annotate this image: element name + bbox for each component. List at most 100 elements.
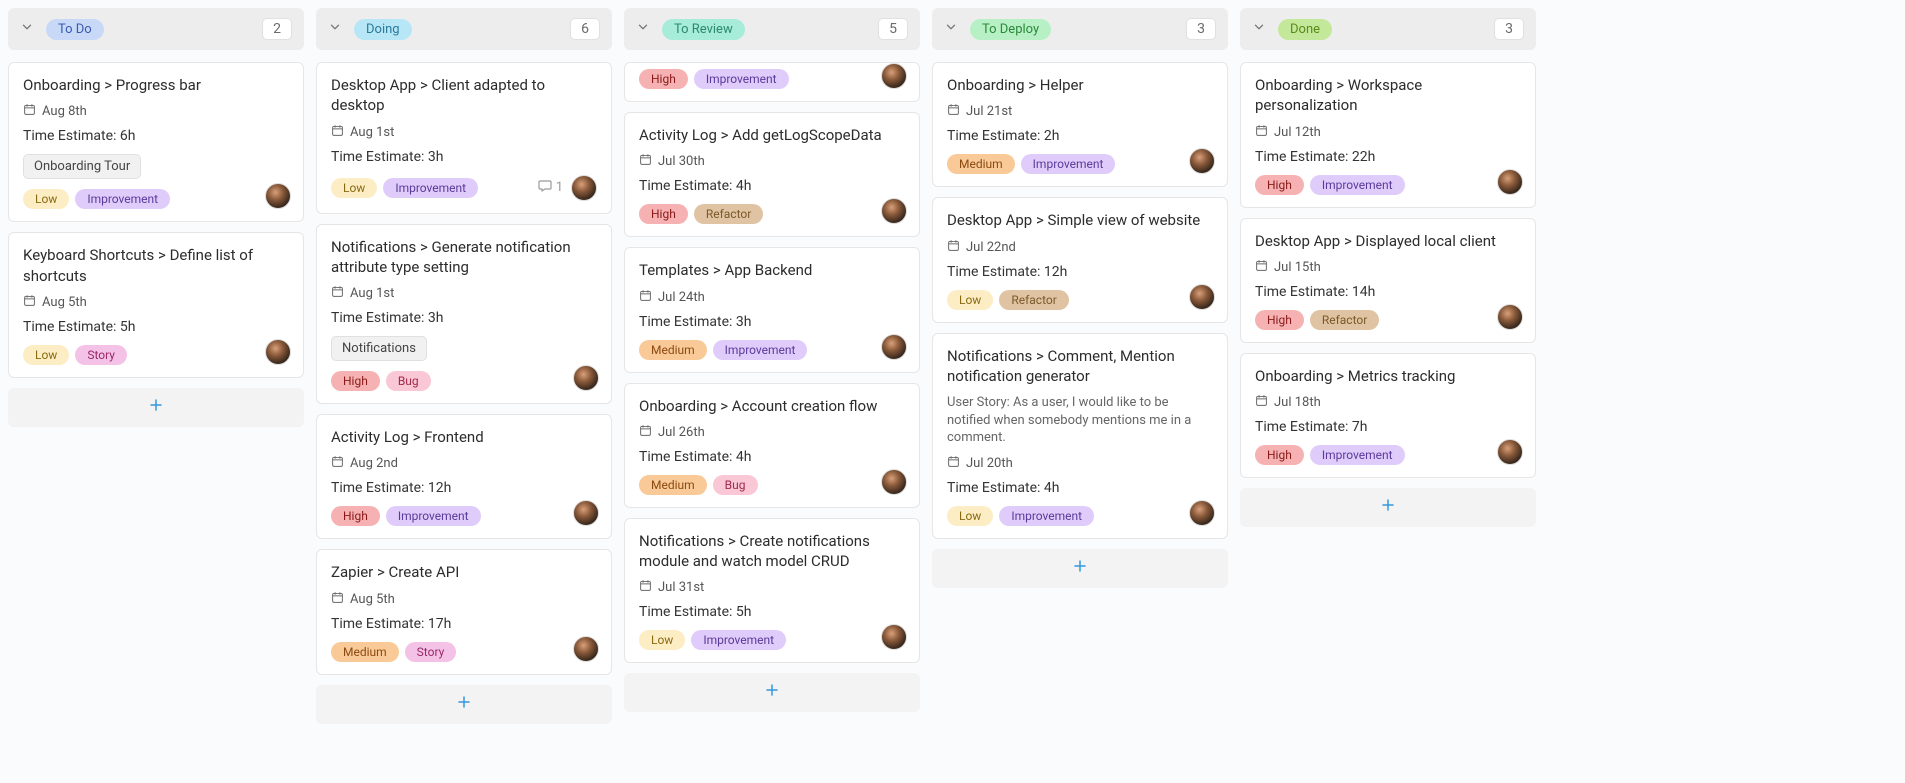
assignee-avatar[interactable] xyxy=(1497,169,1523,195)
column-status-pill[interactable]: To Do xyxy=(46,19,104,40)
subtask-pill[interactable]: Onboarding Tour xyxy=(23,154,141,179)
card[interactable]: Activity Log > Add getLogScopeData Jul 3… xyxy=(624,112,920,237)
card-title: Desktop App > Simple view of website xyxy=(947,210,1213,230)
column-status-pill[interactable]: Done xyxy=(1278,19,1332,40)
tag-high[interactable]: High xyxy=(331,371,380,391)
tag-low[interactable]: Low xyxy=(23,345,69,365)
add-card-button[interactable] xyxy=(316,685,612,724)
card[interactable]: Onboarding > Progress bar Aug 8th Time E… xyxy=(8,62,304,222)
card-date: Aug 8th xyxy=(23,103,289,120)
card[interactable]: Notifications > Comment, Mention notific… xyxy=(932,333,1228,539)
tag-high[interactable]: High xyxy=(1255,445,1304,465)
tag-improvement[interactable]: Improvement xyxy=(1310,445,1405,465)
assignee-avatar[interactable] xyxy=(1189,500,1215,526)
chevron-down-icon[interactable] xyxy=(944,20,958,38)
tag-high[interactable]: High xyxy=(331,506,380,526)
comment-indicator[interactable]: 1 xyxy=(537,178,563,198)
tag-low[interactable]: Low xyxy=(947,506,993,526)
tag-low[interactable]: Low xyxy=(947,290,993,310)
tag-high[interactable]: High xyxy=(639,204,688,224)
assignee-avatar[interactable] xyxy=(1497,304,1523,330)
tag-improvement[interactable]: Improvement xyxy=(75,189,170,209)
tag-medium[interactable]: Medium xyxy=(639,475,707,495)
add-card-button[interactable] xyxy=(1240,488,1536,527)
card[interactable]: Notifications > Generate notification at… xyxy=(316,224,612,405)
assignee-avatar[interactable] xyxy=(573,365,599,391)
assignee-avatar[interactable] xyxy=(573,636,599,662)
card[interactable]: Desktop App > Displayed local client Jul… xyxy=(1240,218,1536,343)
comment-icon xyxy=(537,178,553,198)
assignee-avatar[interactable] xyxy=(265,339,291,365)
column-status-pill[interactable]: To Deploy xyxy=(970,19,1051,40)
card-date: Jul 21st xyxy=(947,103,1213,120)
tag-low[interactable]: Low xyxy=(639,630,685,650)
calendar-icon xyxy=(1255,394,1268,411)
card[interactable]: Onboarding > Account creation flow Jul 2… xyxy=(624,383,920,508)
card[interactable]: Zapier > Create API Aug 5th Time Estimat… xyxy=(316,549,612,674)
card[interactable]: Desktop App > Simple view of website Jul… xyxy=(932,197,1228,322)
card[interactable]: Notifications > Create notifications mod… xyxy=(624,518,920,664)
assignee-avatar[interactable] xyxy=(881,469,907,495)
card[interactable]: Activity Log > Frontend Aug 2nd Time Est… xyxy=(316,414,612,539)
tag-low[interactable]: Low xyxy=(331,178,377,198)
tag-refactor[interactable]: Refactor xyxy=(999,290,1068,310)
tag-improvement[interactable]: Improvement xyxy=(713,340,808,360)
chevron-down-icon[interactable] xyxy=(328,20,342,38)
tag-story[interactable]: Story xyxy=(405,642,457,662)
tag-improvement[interactable]: Improvement xyxy=(691,630,786,650)
card-tags: High Refactor xyxy=(639,204,905,224)
card-date: Aug 1st xyxy=(331,285,597,302)
card[interactable]: Keyboard Shortcuts > Define list of shor… xyxy=(8,232,304,378)
tag-bug[interactable]: Bug xyxy=(713,475,758,495)
tag-improvement[interactable]: Improvement xyxy=(386,506,481,526)
tag-refactor[interactable]: Refactor xyxy=(1310,310,1379,330)
plus-icon xyxy=(456,694,472,715)
tag-story[interactable]: Story xyxy=(75,345,127,365)
assignee-avatar[interactable] xyxy=(881,63,907,89)
plus-icon xyxy=(1380,497,1396,518)
tag-improvement[interactable]: Improvement xyxy=(694,69,789,89)
card[interactable]: Onboarding > Workspace personalization J… xyxy=(1240,62,1536,208)
column-status-pill[interactable]: To Review xyxy=(662,19,745,40)
tag-high[interactable]: High xyxy=(1255,175,1304,195)
tag-improvement[interactable]: Improvement xyxy=(1021,154,1116,174)
card[interactable]: Onboarding > Metrics tracking Jul 18th T… xyxy=(1240,353,1536,478)
tag-medium[interactable]: Medium xyxy=(639,340,707,360)
tag-medium[interactable]: Medium xyxy=(331,642,399,662)
assignee-avatar[interactable] xyxy=(1189,284,1215,310)
assignee-avatar[interactable] xyxy=(881,334,907,360)
add-card-button[interactable] xyxy=(8,388,304,427)
add-card-button[interactable] xyxy=(932,549,1228,588)
card[interactable]: High Improvement xyxy=(624,62,920,102)
tag-low[interactable]: Low xyxy=(23,189,69,209)
card-estimate: Time Estimate: 22h xyxy=(1255,149,1521,165)
card-estimate: Time Estimate: 17h xyxy=(331,616,597,632)
tag-high[interactable]: High xyxy=(1255,310,1304,330)
card[interactable]: Templates > App Backend Jul 24th Time Es… xyxy=(624,247,920,372)
card-date-text: Aug 2nd xyxy=(350,456,398,471)
card-title: Onboarding > Helper xyxy=(947,75,1213,95)
chevron-down-icon[interactable] xyxy=(20,20,34,38)
card-tags: Low Improvement xyxy=(639,630,905,650)
assignee-avatar[interactable] xyxy=(1497,439,1523,465)
subtask-pill[interactable]: Notifications xyxy=(331,336,427,361)
card[interactable]: Onboarding > Helper Jul 21st Time Estima… xyxy=(932,62,1228,187)
card-estimate: Time Estimate: 2h xyxy=(947,128,1213,144)
chevron-down-icon[interactable] xyxy=(1252,20,1266,38)
chevron-down-icon[interactable] xyxy=(636,20,650,38)
card-estimate: Time Estimate: 12h xyxy=(947,264,1213,280)
card[interactable]: Desktop App > Client adapted to desktop … xyxy=(316,62,612,214)
column-status-pill[interactable]: Doing xyxy=(354,19,412,40)
tag-bug[interactable]: Bug xyxy=(386,371,431,391)
tag-high[interactable]: High xyxy=(639,69,688,89)
add-card-button[interactable] xyxy=(624,673,920,712)
tag-refactor[interactable]: Refactor xyxy=(694,204,763,224)
assignee-avatar[interactable] xyxy=(571,175,597,201)
tag-medium[interactable]: Medium xyxy=(947,154,1015,174)
tag-improvement[interactable]: Improvement xyxy=(1310,175,1405,195)
card-date-text: Jul 30th xyxy=(658,154,705,169)
tag-improvement[interactable]: Improvement xyxy=(999,506,1094,526)
tag-improvement[interactable]: Improvement xyxy=(383,178,478,198)
column-header: To Review 5 xyxy=(624,8,920,50)
card-estimate: Time Estimate: 14h xyxy=(1255,284,1521,300)
